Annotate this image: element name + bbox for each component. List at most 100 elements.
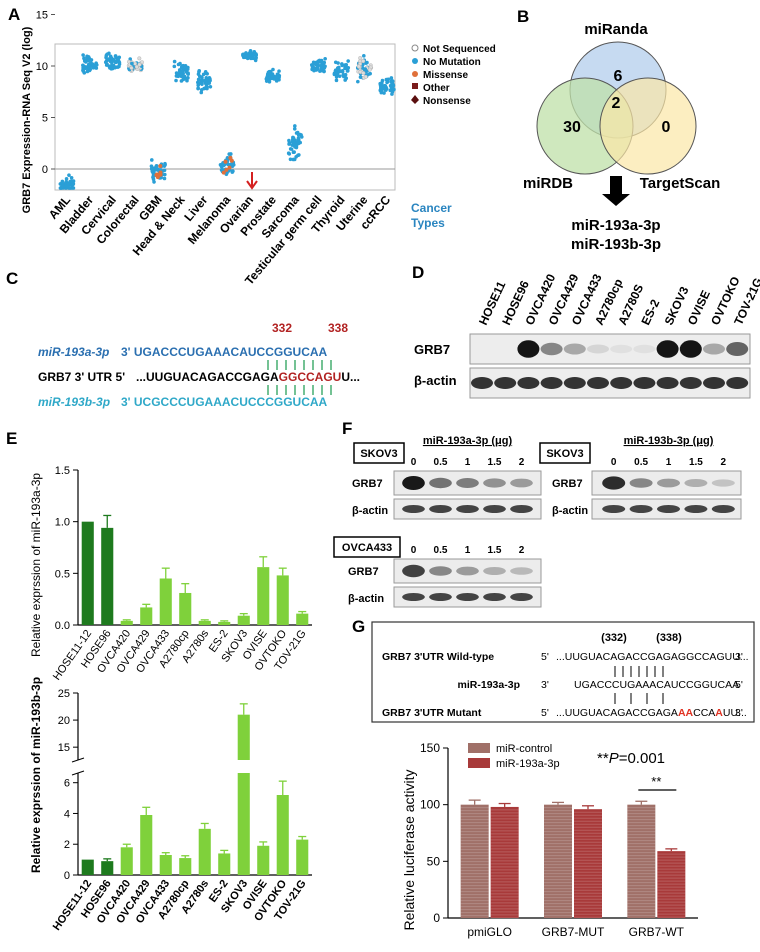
a-sample-point [323,57,327,61]
e1-ylabel: Relative exprssion of miR-193a-3p [29,473,43,657]
f-cell-line-box [353,442,405,464]
a-sample-point [275,74,280,79]
a-missense-point [221,170,226,175]
a-sample-point [58,186,63,190]
f-row-label-grb7: GRB7 [348,566,379,578]
blot-d-grb7-band [703,343,725,355]
g-mir-label: miR-193a-3p [458,679,520,691]
a-sample-point [288,157,293,162]
a-sample-point [366,72,371,76]
legend-label: Nonsense [423,96,471,107]
g-mir-3: 3' [541,679,549,691]
g-pvalue: **P=0.001 [597,750,665,767]
g-mir-5: 5' [735,679,743,691]
a-ytick-label: 0 [42,164,48,176]
f-dose-label: 1.5 [488,545,502,556]
blot-d-grb7-band [679,340,702,358]
a-sample-point [113,54,118,59]
a-sample-point [356,64,361,69]
a-sample-point [197,74,202,79]
a-sample-point [341,74,346,79]
a-sample-point [291,136,296,140]
a-sample-point [149,164,154,168]
venn-count-targetscan: 0 [662,119,671,136]
a-sample-point [208,84,213,89]
a-sample-point [186,65,190,70]
blot-d-actin-band [633,377,656,389]
g-mut-3: 3' [735,707,743,719]
a-sample-point [316,61,320,65]
a-sample-point [286,151,291,156]
blot-d-row-actin: β-actin [414,373,457,388]
a-sample-point [163,162,167,167]
f-dose-label: 2 [519,457,525,468]
bar [257,845,270,875]
e1-ytick-label: 0.0 [55,620,70,632]
f-grb7-band [711,479,735,487]
g-category-label: GRB7-MUT [542,925,605,939]
bar [198,620,211,625]
g-pos-332: (332) [601,632,627,644]
venn-circle-targetscan [599,77,697,175]
venn-count-miranda: 6 [614,68,623,85]
a-sample-point [104,55,108,60]
f-blot-title: miR-193b-3p (μg) [624,435,714,447]
a-missense-point [228,155,233,160]
a-sample-point [294,154,298,159]
a-sample-point [383,83,388,88]
panel-g-luciferase-chart: **P=0.001 Relative luciferase activity 0… [401,741,698,939]
ovarian-arrow-icon [246,172,258,190]
g-bar [657,851,686,918]
a-sample-point [265,75,269,80]
a-sample-point [379,89,384,93]
bar [159,855,172,875]
blot-d-grb7-band [540,342,563,356]
blot-d-row-grb7: GRB7 [414,342,450,357]
a-sample-point [289,147,294,151]
bar [179,592,192,625]
a-sample-point [172,59,177,64]
a-sample-point [154,164,159,169]
f-grb7-band [656,478,681,488]
e2-ytick-label: 20 [58,715,70,727]
g-ytick-label: 0 [433,911,440,925]
venn-result-line2: miR-193b-3p [571,236,661,253]
a-sample-point [384,87,389,91]
bar [81,521,94,625]
a-sample-point [197,69,201,73]
f-dose-label: 0.5 [434,457,448,468]
a-ytick-label: 5 [42,113,48,125]
blot-d-grb7-band [517,340,540,358]
legend-label: Other [423,83,450,94]
f-cell-line-box [539,442,591,464]
a-missense-point [227,165,232,170]
f-row-label-actin: β-actin [352,505,388,517]
a-sample-point [315,66,320,71]
bar [296,613,309,625]
f-cell-line-label: SKOV3 [360,448,397,460]
bar [140,607,153,625]
g-mut-5: 5' [541,707,549,719]
f-actin-band [429,593,452,601]
a-sample-point [198,81,202,85]
g-category-label: GRB7-WT [629,925,685,939]
blot-d-actin-band [726,377,749,389]
f-actin-band [429,505,452,513]
f-blot-title: miR-193a-3p (μg) [423,435,513,447]
a-sample-point [333,60,338,65]
f-row-label-actin: β-actin [552,505,588,517]
a-sample-point [112,65,117,70]
a-sample-point [117,64,121,69]
a-sample-point [82,56,86,61]
a-sample-point [340,63,344,68]
blot-d-actin-band [517,377,540,389]
site-pos-332: 332 [272,321,292,335]
venn-label-targetscan: TargetScan [640,175,721,192]
panel-d-western-blot: HOSE11HOSE96OVCA420OVCA429OVCA433A2780cp… [414,271,760,399]
panel-label-e: E [6,429,17,448]
a-sample-point [378,86,383,90]
axis-break-mark [71,757,85,763]
g-legend-swatch [468,743,490,753]
a-sample-point [114,60,118,65]
a-sample-point [186,76,190,80]
